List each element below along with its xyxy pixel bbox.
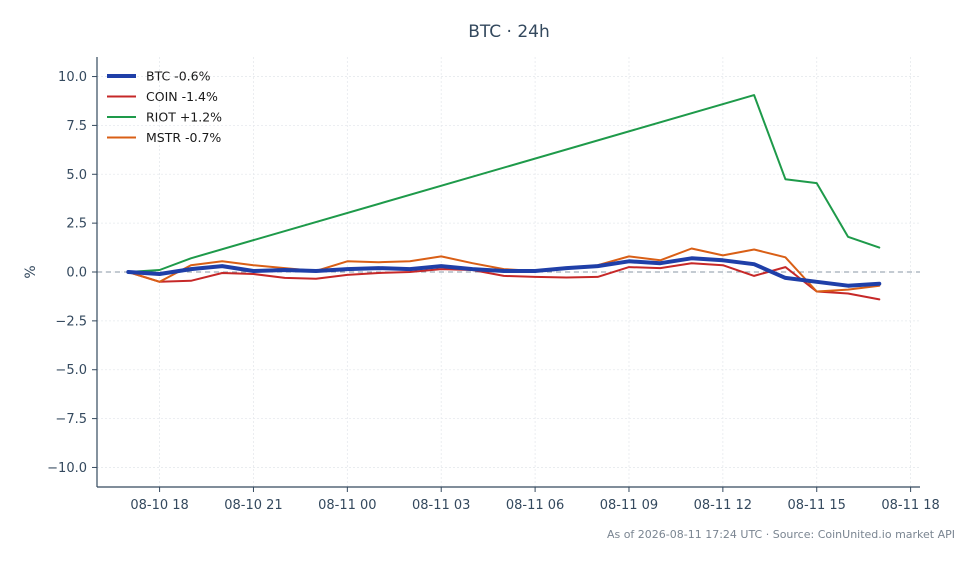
y-tick-label: 0.0 [66, 266, 87, 281]
chart-title: BTC · 24h [468, 22, 550, 42]
legend-label: BTC -0.6% [146, 69, 211, 84]
legend-label: COIN -1.4% [146, 89, 218, 104]
axes [92, 57, 920, 492]
y-tick-label: −5.0 [55, 363, 87, 378]
y-tick-label: 7.5 [66, 119, 87, 134]
legend: BTC -0.6% COIN -1.4% RIOT +1.2% MSTR -0.7% [107, 69, 222, 145]
y-tick-label: −10.0 [47, 461, 87, 476]
y-tick-label: −7.5 [55, 412, 87, 427]
series-line-riot [127, 94, 881, 273]
x-tick-label: 08-11 03 [412, 498, 470, 513]
x-tick-labels: 08-10 18 08-10 21 08-11 00 08-11 03 08-11 06… [130, 498, 939, 513]
x-tick-label: 08-11 09 [600, 498, 658, 513]
series-line-btc [126, 256, 882, 288]
x-tick-label: 08-11 15 [788, 498, 846, 513]
legend-label: MSTR -0.7% [146, 130, 221, 145]
y-axis-label: % [23, 265, 39, 278]
x-tick-label: 08-10 21 [224, 498, 282, 513]
source-footer: As of 2026-08-11 17:24 UTC · Source: Coi… [607, 528, 955, 541]
x-tick-label: 08-10 18 [130, 498, 188, 513]
y-tick-label: 2.5 [66, 217, 87, 232]
x-tick-label: 08-11 18 [881, 498, 939, 513]
y-tick-label: 5.0 [66, 168, 87, 183]
y-tick-label: 10.0 [58, 70, 87, 85]
series-lines [126, 94, 882, 301]
legend-label: RIOT +1.2% [146, 110, 222, 125]
x-tick-label: 08-11 00 [318, 498, 376, 513]
x-tick-label: 08-11 12 [694, 498, 752, 513]
y-tick-label: −2.5 [55, 314, 87, 329]
y-tick-labels: 10.0 7.5 5.0 2.5 0.0 −2.5 −5.0 −7.5 −10.0 [47, 70, 87, 476]
series-line-coin [127, 262, 881, 301]
x-tick-label: 08-11 06 [506, 498, 564, 513]
